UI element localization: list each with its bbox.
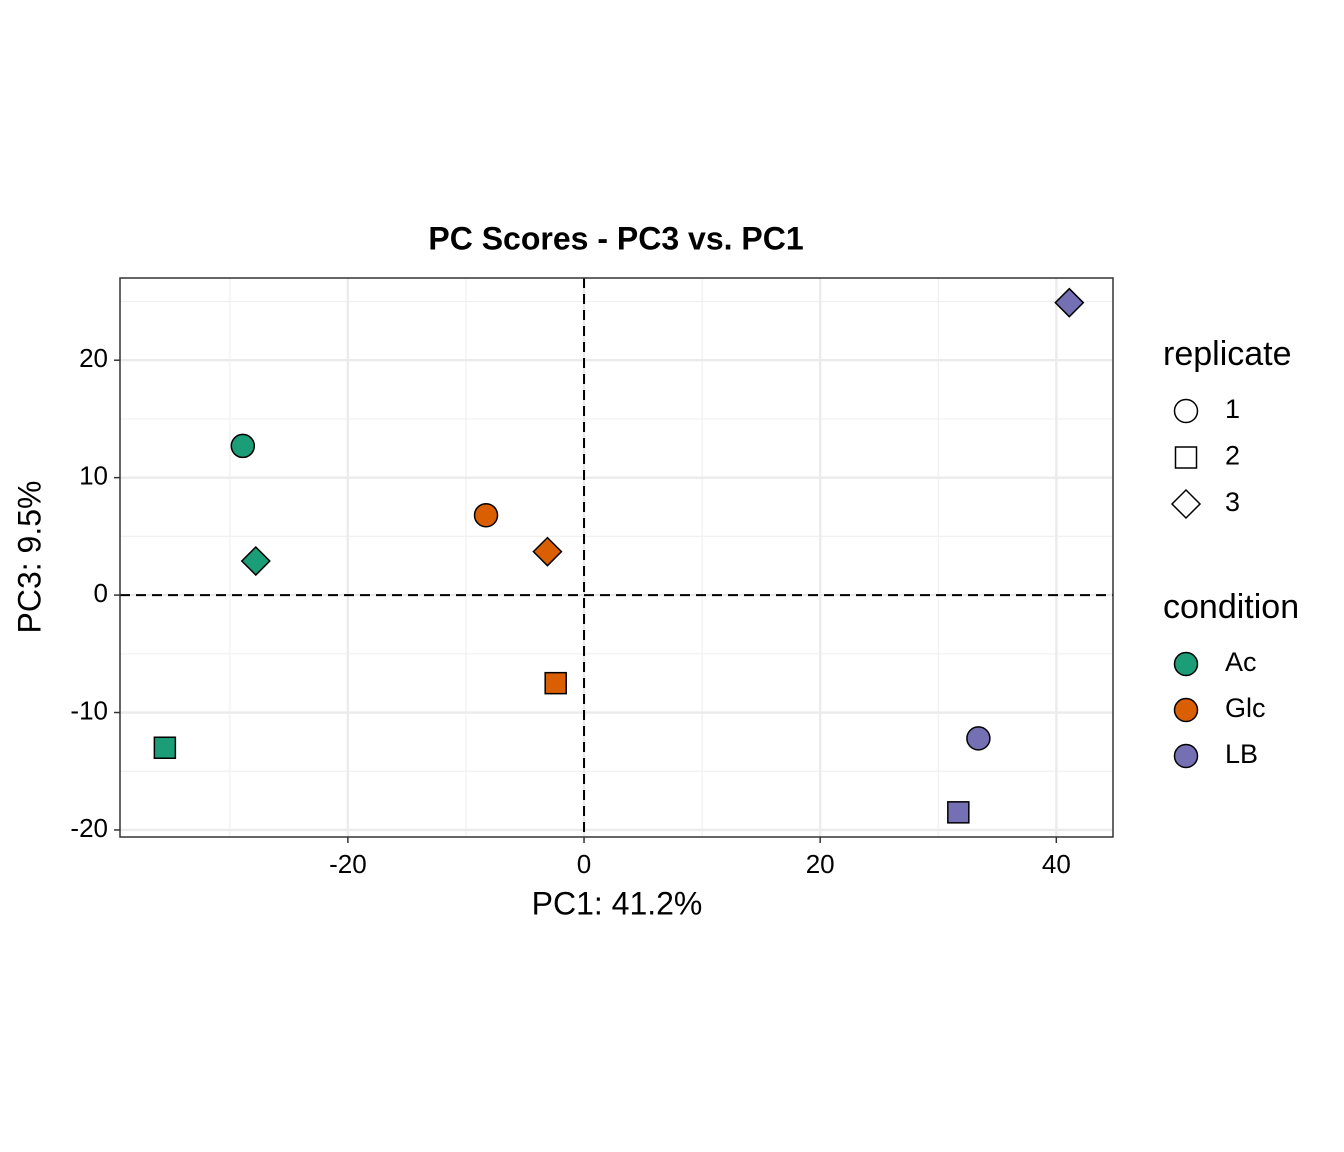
point bbox=[473, 502, 499, 528]
legend-label: 1 bbox=[1225, 394, 1240, 424]
point bbox=[153, 736, 177, 759]
point bbox=[947, 801, 970, 824]
legend-symbol bbox=[1174, 446, 1198, 469]
legend-label: 2 bbox=[1225, 441, 1240, 471]
x-tick-label: 40 bbox=[1042, 849, 1071, 879]
chart-title: PC Scores - PC3 vs. PC1 bbox=[428, 220, 803, 256]
point bbox=[240, 545, 271, 577]
legend-title: condition bbox=[1163, 588, 1299, 626]
plot-border bbox=[119, 277, 1114, 838]
y-tick-label: 20 bbox=[79, 343, 108, 373]
x-tick-label: 20 bbox=[806, 849, 835, 879]
y-tick-label: 0 bbox=[94, 578, 108, 608]
legend-symbol bbox=[1170, 488, 1202, 520]
point bbox=[966, 726, 991, 751]
point bbox=[544, 671, 567, 695]
y-tick-label: -20 bbox=[70, 813, 108, 843]
x-tick-label: -20 bbox=[329, 849, 367, 879]
legend-symbol bbox=[1173, 651, 1199, 677]
x-tick-label: 0 bbox=[577, 849, 591, 879]
point bbox=[532, 536, 563, 567]
point bbox=[1054, 287, 1085, 318]
point bbox=[230, 433, 256, 459]
legend-label: 3 bbox=[1225, 487, 1240, 517]
legend-label: Glc bbox=[1225, 693, 1266, 723]
legend-symbol bbox=[1173, 743, 1199, 769]
y-tick-label: -10 bbox=[70, 695, 108, 725]
legend-label: LB bbox=[1225, 739, 1258, 769]
y-tick-label: 10 bbox=[79, 461, 108, 491]
legend-label: Ac bbox=[1225, 647, 1257, 677]
x-axis-label: PC1: 41.2% bbox=[532, 885, 703, 921]
legend-title: replicate bbox=[1163, 335, 1292, 373]
legend-symbol bbox=[1173, 398, 1199, 424]
legend-symbol bbox=[1173, 697, 1199, 723]
y-axis-label: PC3: 9.5% bbox=[11, 481, 47, 634]
